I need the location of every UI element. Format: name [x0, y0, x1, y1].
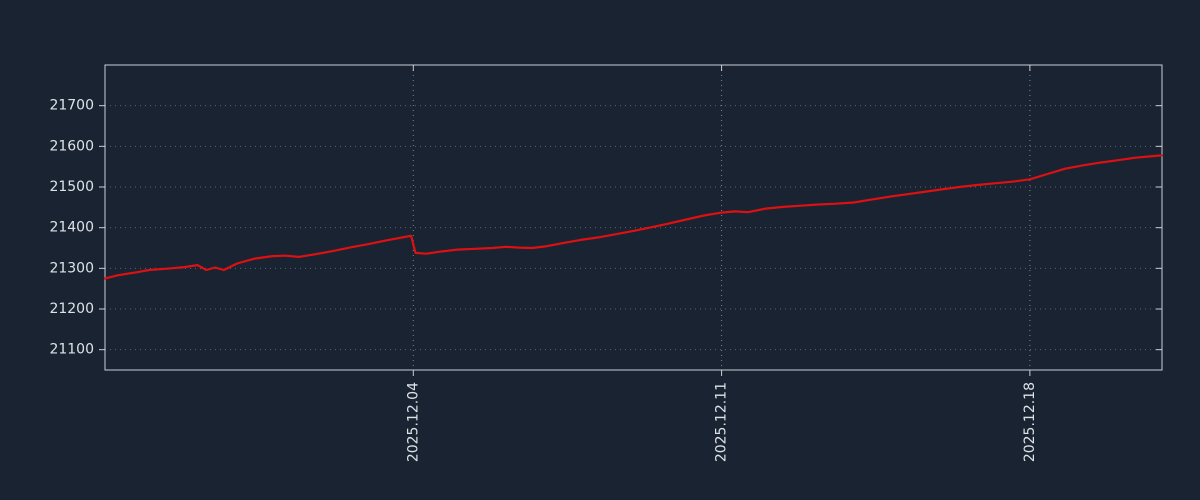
- y-tick-label: 21500: [49, 179, 94, 195]
- y-tick-label: 21200: [49, 301, 94, 317]
- x-tick-label: 2025.12.18: [1022, 382, 1038, 462]
- y-tick-label: 21100: [49, 342, 94, 358]
- series-line: [103, 154, 1164, 280]
- plot-frame: [104, 64, 1163, 371]
- y-tick-label: 21700: [49, 98, 94, 114]
- y-tick-label: 21300: [49, 260, 94, 276]
- x-tick-label: 2025.12.11: [714, 382, 730, 462]
- x-tick-label: 2025.12.04: [405, 382, 421, 462]
- y-tick-label: 21400: [49, 220, 94, 236]
- y-tick-label: 21600: [49, 138, 94, 154]
